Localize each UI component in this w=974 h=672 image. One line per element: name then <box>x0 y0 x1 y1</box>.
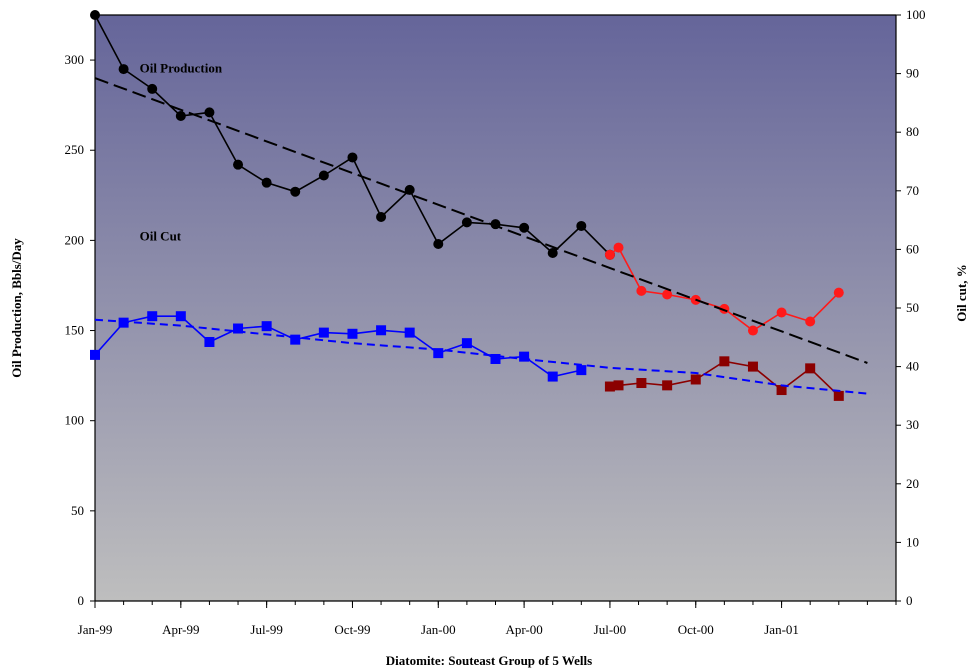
data-point-square <box>433 348 444 359</box>
data-point-circle <box>204 107 215 118</box>
data-point-circle <box>261 177 272 188</box>
data-point-square <box>690 374 701 385</box>
data-point-circle <box>318 170 329 181</box>
data-point-square <box>490 353 501 364</box>
x-axis-title: Diatomite: Souteast Group of 5 Wells <box>386 653 592 668</box>
data-point-circle <box>613 242 624 253</box>
data-point-square <box>233 323 244 334</box>
data-point-circle <box>147 83 158 94</box>
data-point-square <box>290 334 301 345</box>
data-point-square <box>261 321 272 332</box>
x-tick-label: Apr-99 <box>162 622 199 637</box>
data-point-circle <box>519 222 530 233</box>
data-point-square <box>175 311 186 322</box>
data-point-square <box>519 351 530 362</box>
data-point-circle <box>347 152 358 163</box>
y-tick-label-right: 30 <box>906 417 919 432</box>
x-tick-label: Apr-00 <box>505 622 542 637</box>
y-tick-label-right: 100 <box>906 7 926 22</box>
data-point-square <box>833 390 844 401</box>
data-point-circle <box>576 220 587 231</box>
x-tick-label: Jul-99 <box>250 622 283 637</box>
y-tick-label-left: 300 <box>65 52 85 67</box>
data-point-circle <box>747 325 758 336</box>
data-point-circle <box>662 289 673 300</box>
data-point-square <box>347 328 358 339</box>
x-tick-label: Oct-00 <box>678 622 714 637</box>
y-tick-label-right: 50 <box>906 300 919 315</box>
y-tick-label-right: 60 <box>906 241 919 256</box>
x-tick-label: Jan-99 <box>78 622 113 637</box>
data-point-circle <box>175 110 186 121</box>
y-tick-label-right: 90 <box>906 66 919 81</box>
x-tick-label: Oct-99 <box>334 622 370 637</box>
data-point-circle <box>461 217 472 228</box>
data-point-square <box>90 349 100 360</box>
y-tick-label-right: 0 <box>906 593 913 608</box>
y-tick-label-left: 50 <box>71 503 84 518</box>
x-tick-label: Jan-00 <box>421 622 456 637</box>
data-point-square <box>604 381 615 392</box>
y-tick-label-left: 150 <box>65 323 85 338</box>
data-point-square <box>318 327 329 338</box>
data-point-circle <box>376 211 387 222</box>
data-point-circle <box>547 248 558 259</box>
y-tick-label-right: 70 <box>906 183 919 198</box>
data-point-square <box>719 356 730 367</box>
data-point-circle <box>90 10 100 20</box>
data-point-square <box>636 378 647 389</box>
data-point-circle <box>833 287 844 298</box>
data-point-circle <box>433 238 444 249</box>
y-axis-title-left: Oil Production, Bbls/Day <box>9 238 24 378</box>
plot-area <box>95 15 896 601</box>
data-point-square <box>576 365 587 376</box>
data-point-square <box>147 311 158 322</box>
data-point-circle <box>604 249 615 260</box>
data-point-square <box>376 325 387 336</box>
data-point-square <box>747 361 758 372</box>
data-point-circle <box>233 159 244 170</box>
x-tick-label: Jul-00 <box>594 622 627 637</box>
data-point-square <box>613 380 624 391</box>
x-tick-label: Jan-01 <box>764 622 799 637</box>
data-point-circle <box>805 316 816 327</box>
y-axis-title-right: Oil cut, % <box>954 264 969 321</box>
data-point-square <box>204 336 215 347</box>
y-tick-label-left: 0 <box>78 593 85 608</box>
y-tick-label-right: 80 <box>906 124 919 139</box>
y-tick-label-left: 200 <box>65 232 85 247</box>
annotation-label-1: Oil Cut <box>140 228 182 243</box>
data-point-circle <box>776 307 787 318</box>
data-point-square <box>461 338 472 349</box>
data-point-square <box>805 363 816 374</box>
y-tick-label-left: 100 <box>65 413 85 428</box>
data-point-circle <box>636 285 647 296</box>
data-point-square <box>404 327 415 338</box>
data-point-square <box>547 371 558 382</box>
series-line-1 <box>609 246 840 332</box>
y-tick-label-right: 10 <box>906 534 919 549</box>
series-line-4 <box>609 360 840 397</box>
y-tick-label-right: 20 <box>906 476 919 491</box>
data-point-square <box>776 385 787 396</box>
data-point-circle <box>118 64 129 75</box>
y-tick-label-right: 40 <box>906 359 919 374</box>
annotation-label-0: Oil Production <box>140 61 223 76</box>
data-point-circle <box>290 186 301 197</box>
y-tick-label-left: 250 <box>65 142 85 157</box>
trend-line-2 <box>94 77 868 364</box>
data-point-square <box>662 380 673 391</box>
